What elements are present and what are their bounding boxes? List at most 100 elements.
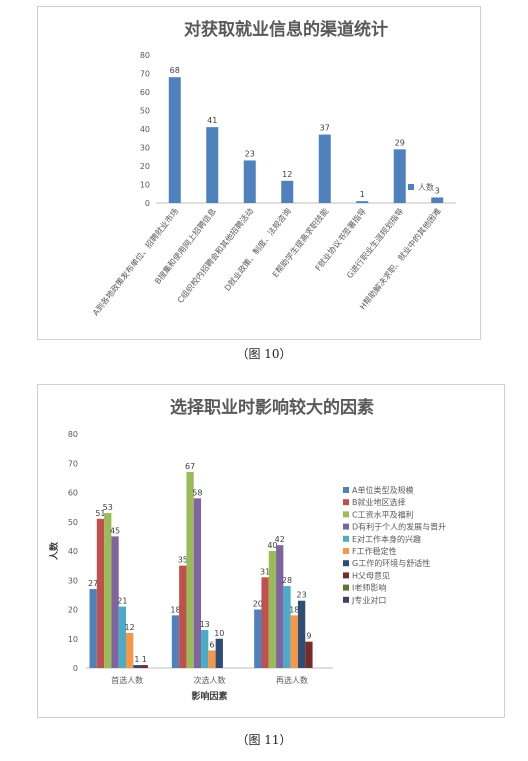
bar-5 bbox=[318, 134, 331, 203]
legend-label: B就业地区选择 bbox=[352, 497, 406, 507]
bar-再选人数-E bbox=[283, 586, 291, 668]
bar-再选人数-F bbox=[290, 615, 298, 668]
bar-再选人数-C bbox=[268, 551, 277, 668]
bar-3 bbox=[243, 160, 256, 203]
bar-7 bbox=[393, 149, 406, 203]
legend-swatch bbox=[343, 487, 349, 493]
bar-次选人数-G bbox=[215, 638, 223, 668]
data-label: 6 bbox=[209, 640, 214, 649]
bar-再选人数-G bbox=[297, 600, 306, 668]
bar-首选人数-D bbox=[111, 536, 119, 668]
data-label: 67 bbox=[185, 462, 195, 471]
chart-factors: 选择职业时影响较大的因素01020304050607080人数影响因素27515… bbox=[48, 397, 446, 702]
y-tick-label: 30 bbox=[68, 576, 78, 585]
y-tick-label: 10 bbox=[68, 635, 78, 644]
data-label: 37 bbox=[320, 124, 330, 133]
legend-swatch bbox=[343, 499, 349, 506]
data-label: 1 bbox=[142, 655, 147, 664]
data-label: 29 bbox=[395, 138, 405, 147]
bar-6 bbox=[356, 201, 369, 203]
bar-次选人数-B bbox=[179, 565, 187, 668]
x-tick-label: C组织校内招聘会和其他招聘活动 bbox=[175, 206, 255, 305]
data-label: 45 bbox=[110, 526, 120, 535]
bar-2 bbox=[206, 127, 219, 203]
bar-首选人数-F bbox=[126, 632, 134, 668]
y-tick-label: 50 bbox=[68, 518, 78, 527]
legend-label: E对工作本身的兴趣 bbox=[352, 534, 421, 544]
x-tick-label: D就业政策、制度、法规咨询 bbox=[222, 206, 293, 293]
figure-caption-10: （图 10） bbox=[236, 347, 292, 361]
y-tick-label: 20 bbox=[68, 606, 78, 615]
y-tick-label: 70 bbox=[68, 459, 78, 468]
legend-label: G工作的环境与舒适性 bbox=[352, 558, 430, 568]
legend-swatch bbox=[408, 184, 414, 190]
bar-再选人数-D bbox=[276, 545, 284, 668]
bar-次选人数-D bbox=[193, 498, 202, 668]
legend-label: F工作稳定性 bbox=[352, 546, 397, 556]
chart-panel-factors: 选择职业时影响较大的因素 0 10 20 30 40 50 60 70 80 人数 影响因素 27 51 5… bbox=[37, 384, 505, 718]
y-tick-label: 50 bbox=[140, 107, 150, 116]
data-label: 9 bbox=[306, 632, 311, 641]
legend-swatch bbox=[343, 560, 349, 567]
x-tick-label: 首选人数 bbox=[111, 675, 143, 685]
y-tick-label: 30 bbox=[140, 144, 150, 153]
legend-label: A单位类型及规模 bbox=[352, 485, 413, 495]
x-tick-label: B搜集和使用网上招聘信息 bbox=[152, 206, 217, 286]
data-label: 35 bbox=[178, 556, 188, 565]
legend-swatch bbox=[343, 535, 349, 542]
bar-次选人数-E bbox=[201, 629, 209, 668]
x-tick-label: 次选人数 bbox=[194, 675, 226, 685]
data-label: 53 bbox=[103, 503, 113, 512]
legend-label: H父母意见 bbox=[352, 570, 390, 580]
data-label: 20 bbox=[253, 600, 263, 609]
bar-4 bbox=[281, 180, 294, 203]
data-label: 68 bbox=[170, 66, 180, 75]
legend-swatch bbox=[343, 596, 349, 603]
legend-swatch bbox=[343, 511, 349, 518]
chart-channels: 对获取就业信息的渠道统计0102030405060708068A到各地政策发布单… bbox=[90, 19, 456, 317]
legend-label: C工资水平及福利 bbox=[352, 509, 414, 519]
y-tick-label: 40 bbox=[140, 125, 150, 134]
data-label: 41 bbox=[207, 116, 217, 125]
bar-次选人数-F bbox=[208, 650, 216, 668]
y-tick-label: 60 bbox=[140, 88, 150, 97]
bar-次选人数-C bbox=[186, 472, 194, 668]
legend-label: J专业对口 bbox=[351, 595, 386, 605]
y-tick-label: 0 bbox=[145, 199, 150, 208]
x-axis-title: 影响因素 bbox=[191, 690, 227, 702]
data-label: 58 bbox=[192, 488, 202, 497]
y-tick-label: 10 bbox=[140, 181, 150, 190]
data-label: 31 bbox=[260, 567, 270, 576]
data-label: 12 bbox=[125, 623, 135, 632]
y-tick-label: 80 bbox=[68, 430, 78, 439]
data-label: 23 bbox=[297, 591, 307, 600]
legend-swatch bbox=[343, 548, 349, 554]
data-label: 12 bbox=[282, 170, 292, 179]
y-tick-label: 0 bbox=[73, 664, 78, 673]
y-tick-label: 60 bbox=[68, 489, 78, 498]
bar-1 bbox=[168, 77, 181, 203]
legend-label: 人数 bbox=[418, 182, 434, 192]
bar-首选人数-E bbox=[118, 606, 126, 668]
chart-panel-channels: 对获取就业信息的渠道统计 0 10 20 30 40 50 60 70 80 68 A到各地政策发布单… bbox=[37, 6, 481, 340]
data-label: 42 bbox=[275, 535, 285, 544]
data-label: 28 bbox=[282, 576, 292, 585]
y-tick-label: 20 bbox=[140, 162, 150, 171]
data-label: 1 bbox=[360, 190, 365, 199]
data-label: 51 bbox=[95, 509, 105, 518]
data-label: 1 bbox=[134, 655, 139, 664]
bar-再选人数-A bbox=[254, 609, 262, 668]
x-tick-label: H帮助解决求职、就业中的其他困难 bbox=[357, 206, 442, 311]
data-label: 3 bbox=[435, 186, 440, 195]
bar-首选人数-B bbox=[96, 518, 105, 668]
data-label: 21 bbox=[117, 597, 127, 606]
legend-swatch bbox=[343, 572, 349, 579]
bar-首选人数-H bbox=[140, 665, 148, 668]
data-label: 10 bbox=[214, 629, 224, 638]
chart-title: 选择职业时影响较大的因素 bbox=[170, 397, 374, 418]
data-label: 40 bbox=[267, 541, 277, 550]
bar-首选人数-G bbox=[133, 665, 141, 668]
y-tick-label: 70 bbox=[140, 70, 150, 79]
y-tick-label: 80 bbox=[140, 51, 150, 60]
data-label: 13 bbox=[200, 620, 210, 629]
